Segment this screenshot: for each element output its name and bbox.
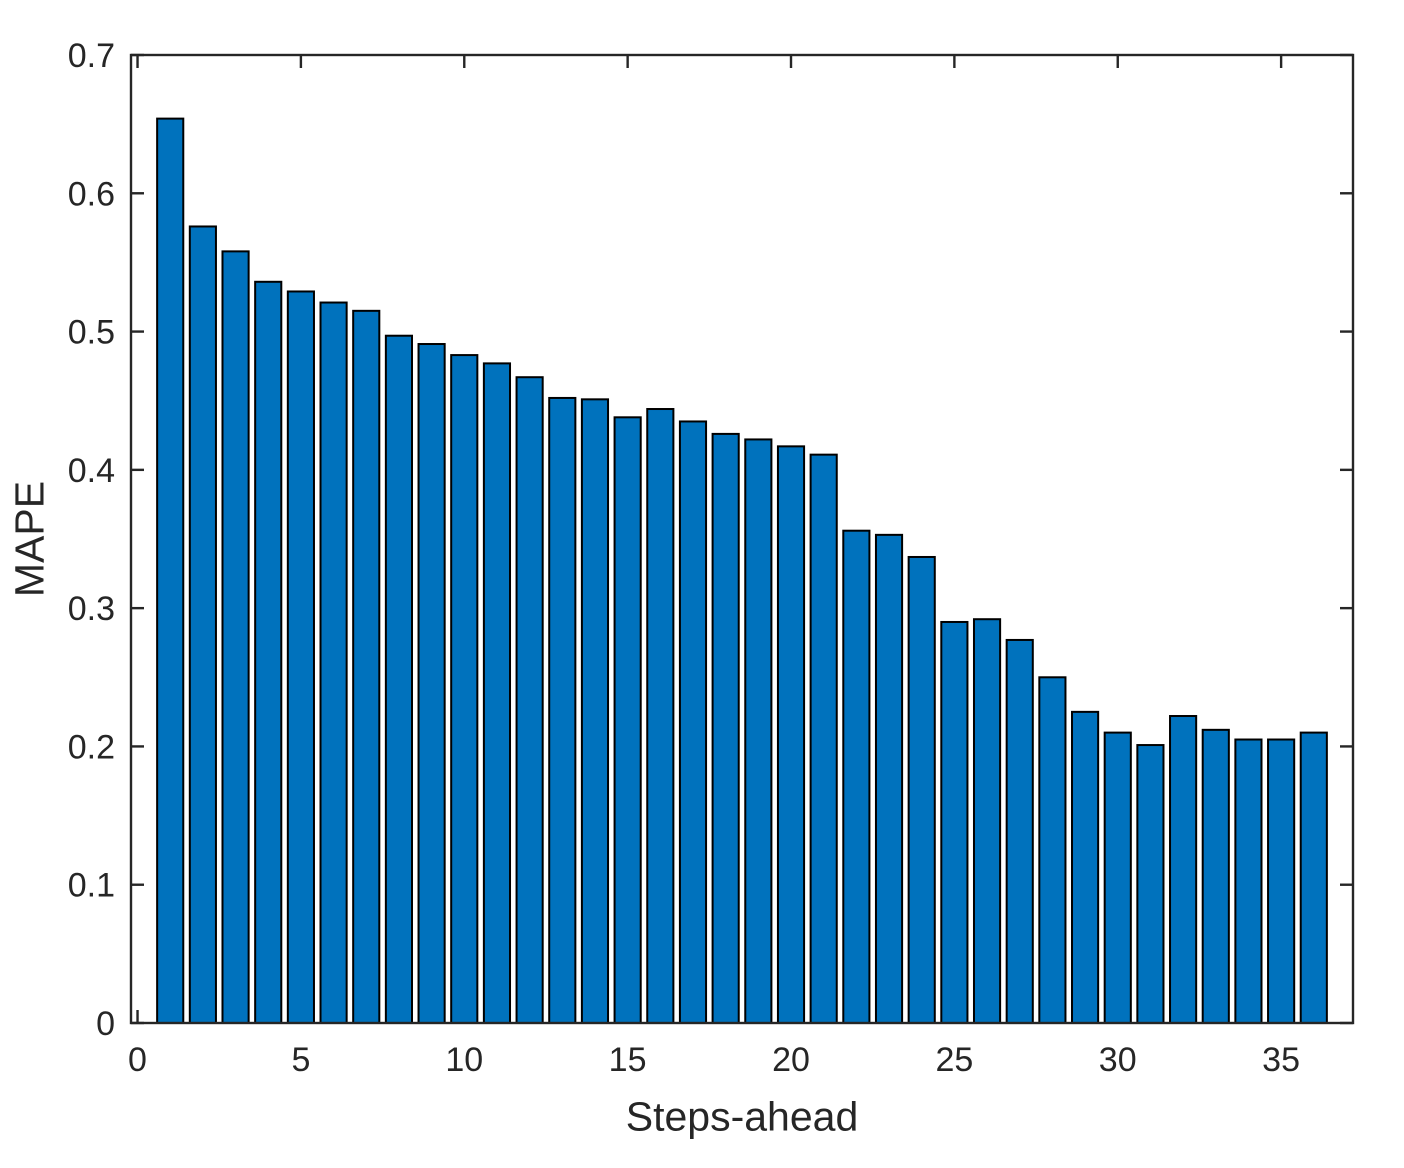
x-tick-label: 35 [1262, 1041, 1300, 1079]
bar [776, 445, 806, 1025]
bar [417, 343, 446, 1024]
bar [711, 432, 740, 1024]
bar [744, 438, 773, 1024]
y-tick-label: 0.5 [68, 314, 115, 352]
bar [613, 416, 642, 1024]
bar [972, 618, 1002, 1025]
bar [384, 334, 413, 1025]
y-tick-label: 0.4 [68, 452, 115, 490]
bar [1169, 715, 1198, 1024]
bar [1038, 676, 1067, 1024]
bar [1103, 731, 1132, 1024]
x-tick-label: 5 [291, 1041, 310, 1079]
bar [188, 225, 217, 1025]
x-tick-label: 20 [772, 1041, 810, 1079]
bar [286, 290, 315, 1025]
x-tick-label: 30 [1099, 1041, 1137, 1079]
bar [1071, 710, 1100, 1024]
bar [940, 620, 969, 1024]
bar [352, 309, 381, 1024]
bar [450, 354, 479, 1024]
bar [515, 376, 544, 1024]
bar [482, 362, 512, 1024]
y-tick-label: 0.6 [68, 175, 115, 213]
bar [646, 408, 675, 1024]
bar [1201, 728, 1230, 1025]
plot-box-border [129, 53, 1355, 1025]
y-axis-label: MAPE [6, 480, 53, 598]
bar [1136, 744, 1165, 1024]
bar [809, 453, 838, 1024]
bar [678, 420, 708, 1024]
x-tick-label: 15 [609, 1041, 647, 1079]
x-tick-label: 25 [935, 1041, 973, 1079]
bar [580, 398, 610, 1024]
bar [254, 280, 283, 1025]
bar [221, 250, 250, 1024]
bar [1005, 638, 1034, 1024]
bar [874, 533, 904, 1024]
y-tick-label: 0.3 [68, 590, 115, 628]
bar [1267, 738, 1296, 1024]
y-tick-label: 0.7 [68, 37, 115, 75]
bar [1299, 731, 1328, 1024]
bar [1234, 738, 1263, 1024]
x-tick-label: 10 [445, 1041, 483, 1079]
bar [842, 529, 871, 1024]
bar [907, 555, 936, 1024]
y-tick-label: 0.2 [68, 728, 115, 766]
bar [156, 117, 185, 1025]
bar [548, 396, 577, 1024]
y-tick-label: 0.1 [68, 867, 115, 905]
y-tick-label: 0 [96, 1005, 115, 1043]
x-axis-label: Steps-ahead [625, 1093, 859, 1140]
x-tick-label: 0 [128, 1041, 147, 1079]
bar [319, 301, 348, 1024]
